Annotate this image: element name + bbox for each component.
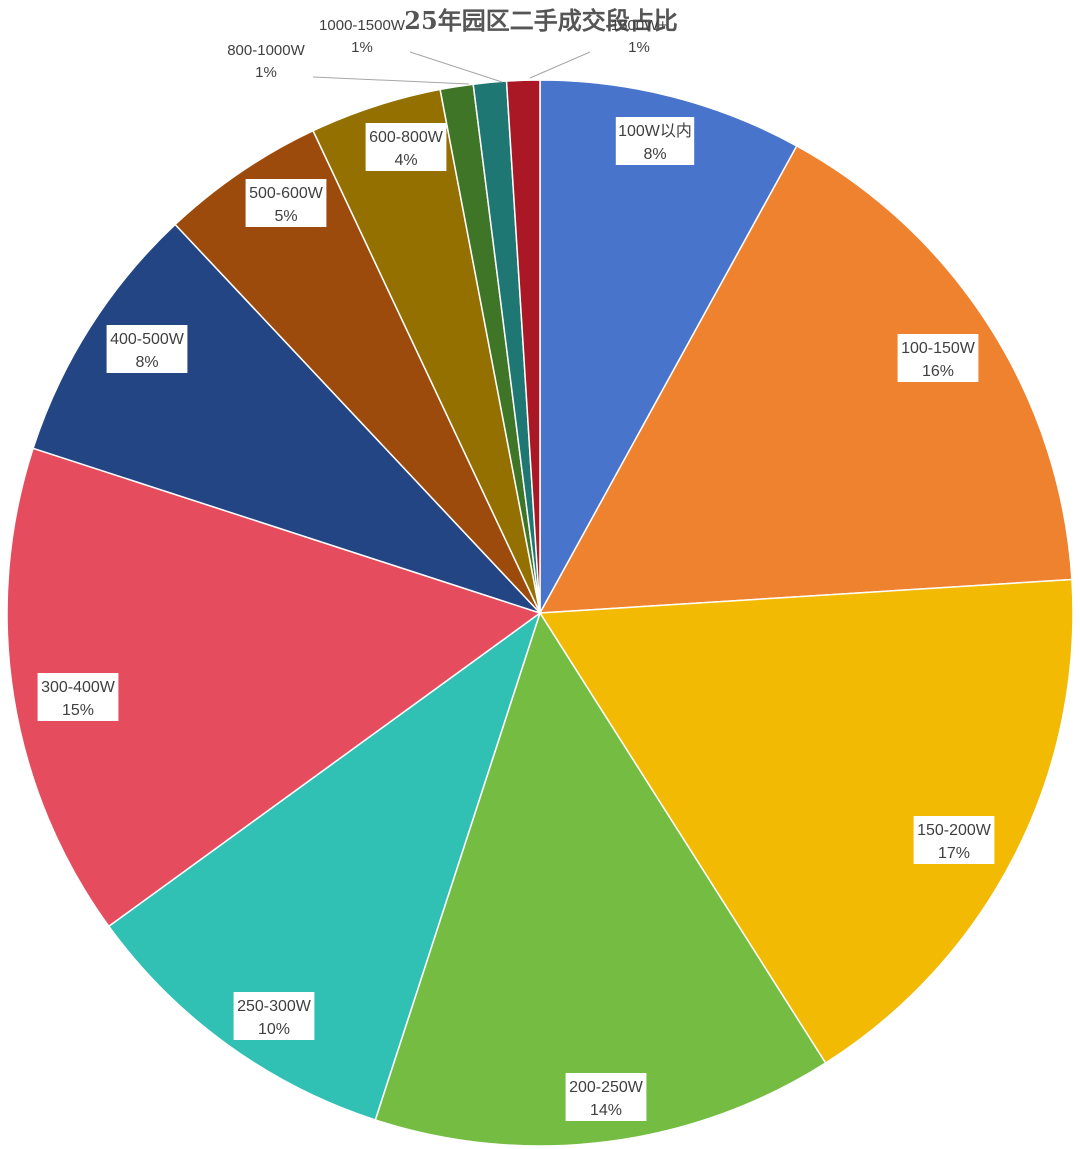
slice-category-label: 600-800W bbox=[369, 129, 444, 146]
label-box-400-500W bbox=[106, 325, 188, 373]
slice-category-label: 1500W+ bbox=[611, 17, 668, 34]
pie-slice-200-250W bbox=[374, 611, 827, 1147]
pie-slice-150-200W bbox=[538, 578, 1074, 1065]
slice-category-label: 100-150W bbox=[901, 340, 976, 357]
pie-slice-100-150W bbox=[538, 144, 1073, 614]
slice-percent-label: 1% bbox=[255, 64, 277, 81]
slice-percent-label: 10% bbox=[258, 1021, 290, 1038]
label-box-100W以内 bbox=[615, 117, 695, 165]
pie-slice-300-400W bbox=[6, 447, 542, 928]
slice-percent-label: 8% bbox=[643, 146, 666, 163]
slice-category-label: 500-600W bbox=[249, 185, 324, 202]
pie-slice-250-300W bbox=[107, 611, 542, 1121]
slice-category-label: 400-500W bbox=[110, 331, 185, 348]
slice-percent-label: 17% bbox=[938, 845, 970, 862]
chart-title: 25年园区二手成交段占比 bbox=[404, 6, 677, 35]
slice-percent-label: 16% bbox=[922, 363, 954, 380]
label-box-250-300W bbox=[233, 992, 315, 1040]
label-box-200-250W bbox=[565, 1073, 647, 1121]
pie-slice-100W以内 bbox=[539, 79, 798, 614]
slice-percent-label: 4% bbox=[394, 152, 417, 169]
pie-slices bbox=[6, 79, 1074, 1147]
label-box-150-200W bbox=[913, 816, 995, 864]
leader-line-1500W+ bbox=[529, 51, 591, 79]
slice-labels: 100W以内 8% 100-150W 16% 150-200W 17% 200-250W 14… bbox=[37, 17, 995, 1121]
slice-percent-label: 15% bbox=[62, 702, 94, 719]
slice-percent-label: 5% bbox=[274, 208, 297, 225]
label-box-500-600W bbox=[245, 179, 327, 227]
label-box-100-150W bbox=[897, 334, 979, 382]
leader-line-1000-1500W bbox=[409, 51, 503, 83]
slice-category-label: 250-300W bbox=[237, 998, 312, 1015]
slice-category-label: 800-1000W bbox=[227, 42, 305, 59]
slice-category-label: 1000-1500W bbox=[319, 17, 406, 34]
slice-category-label: 200-250W bbox=[569, 1079, 644, 1096]
slice-category-label: 100W以内 bbox=[618, 122, 692, 140]
leader-line-800-1000W bbox=[312, 76, 470, 85]
slice-percent-label: 8% bbox=[135, 354, 158, 371]
pie-slice-500-600W bbox=[174, 129, 541, 614]
pie-slice-400-500W bbox=[32, 223, 541, 614]
label-box-300-400W bbox=[37, 673, 119, 721]
leader-lines bbox=[312, 51, 591, 85]
slice-percent-label: 14% bbox=[590, 1102, 622, 1119]
slice-percent-label: 1% bbox=[628, 39, 650, 56]
slice-percent-label: 1% bbox=[351, 39, 373, 56]
pie-slice-1500W+ bbox=[505, 79, 541, 614]
slice-category-label: 150-200W bbox=[917, 822, 992, 839]
slice-category-label: 300-400W bbox=[41, 679, 116, 696]
label-box-600-800W bbox=[365, 123, 447, 171]
